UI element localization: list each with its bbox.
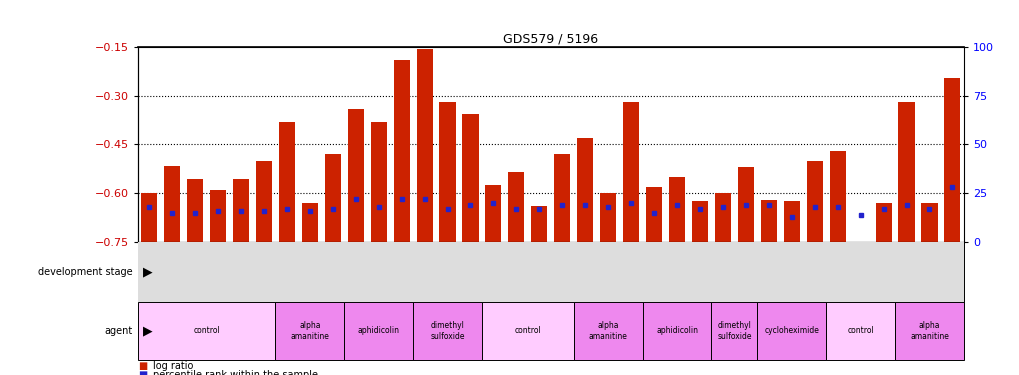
Text: percentile rank within the sample: percentile rank within the sample: [153, 370, 318, 375]
Bar: [737, 167, 753, 242]
Text: cycloheximide: cycloheximide: [763, 326, 818, 335]
Bar: [599, 193, 615, 242]
Bar: [806, 160, 822, 242]
Bar: [825, 302, 895, 360]
Text: alpha
amanitine: alpha amanitine: [588, 321, 627, 340]
Text: control: control: [193, 326, 220, 335]
Bar: [898, 102, 914, 242]
Text: ▶: ▶: [143, 266, 152, 278]
Bar: [138, 242, 275, 302]
Text: 21 h early 1-cell
embryo: 21 h early 1-cell embryo: [169, 262, 244, 282]
Bar: [573, 302, 642, 360]
Bar: [302, 203, 318, 242]
Bar: [645, 187, 661, 242]
Bar: [481, 302, 573, 360]
Text: control: control: [847, 326, 873, 335]
Text: dimethyl
sulfoxide: dimethyl sulfoxide: [716, 321, 751, 340]
Bar: [825, 242, 963, 302]
Bar: [393, 60, 410, 242]
Text: development stage: development stage: [38, 267, 132, 277]
Bar: [828, 151, 845, 242]
Bar: [711, 302, 756, 360]
Text: ■: ■: [138, 361, 147, 370]
Text: aphidicolin: aphidicolin: [655, 326, 697, 335]
Bar: [895, 302, 963, 360]
Text: alpha
amanitine: alpha amanitine: [909, 321, 948, 340]
Text: log ratio: log ratio: [153, 361, 194, 370]
Bar: [944, 78, 960, 242]
Bar: [874, 203, 891, 242]
Bar: [347, 109, 364, 242]
Bar: [714, 193, 731, 242]
Bar: [186, 178, 203, 242]
Bar: [343, 302, 413, 360]
Bar: [760, 200, 776, 242]
Text: ▶: ▶: [143, 324, 152, 338]
Text: 43 h early 2-cell embryo: 43 h early 2-cell embryo: [598, 267, 709, 276]
Bar: [668, 177, 685, 242]
Text: dimethyl
sulfoxide: dimethyl sulfoxide: [430, 321, 465, 340]
Bar: [462, 114, 478, 242]
Bar: [623, 102, 639, 242]
Bar: [756, 302, 825, 360]
Bar: [507, 172, 524, 242]
Title: GDS579 / 5196: GDS579 / 5196: [502, 33, 598, 46]
Bar: [232, 178, 249, 242]
Bar: [416, 48, 432, 242]
Bar: [691, 201, 707, 242]
Bar: [164, 165, 180, 242]
Bar: [370, 122, 386, 242]
Text: 54 h late 2-cell embryo: 54 h late 2-cell embryo: [842, 267, 947, 276]
Bar: [413, 302, 481, 360]
Bar: [324, 154, 340, 242]
Bar: [439, 102, 455, 242]
Bar: [642, 302, 711, 360]
Bar: [210, 190, 226, 242]
Bar: [577, 138, 593, 242]
Bar: [553, 154, 570, 242]
Text: 32 h late 1-cell embryo: 32 h late 1-cell embryo: [325, 267, 431, 276]
Bar: [275, 242, 481, 302]
Text: alpha
amanitine: alpha amanitine: [290, 321, 329, 340]
Text: agent: agent: [104, 326, 132, 336]
Bar: [278, 122, 294, 242]
Bar: [485, 185, 501, 242]
Bar: [275, 302, 343, 360]
Bar: [141, 193, 157, 242]
Text: aphidicolin: aphidicolin: [358, 326, 399, 335]
Bar: [481, 242, 825, 302]
Text: control: control: [514, 326, 541, 335]
Bar: [783, 201, 799, 242]
Bar: [138, 302, 275, 360]
Text: ■: ■: [138, 370, 147, 375]
Bar: [256, 160, 272, 242]
Bar: [531, 206, 547, 242]
Bar: [920, 203, 936, 242]
